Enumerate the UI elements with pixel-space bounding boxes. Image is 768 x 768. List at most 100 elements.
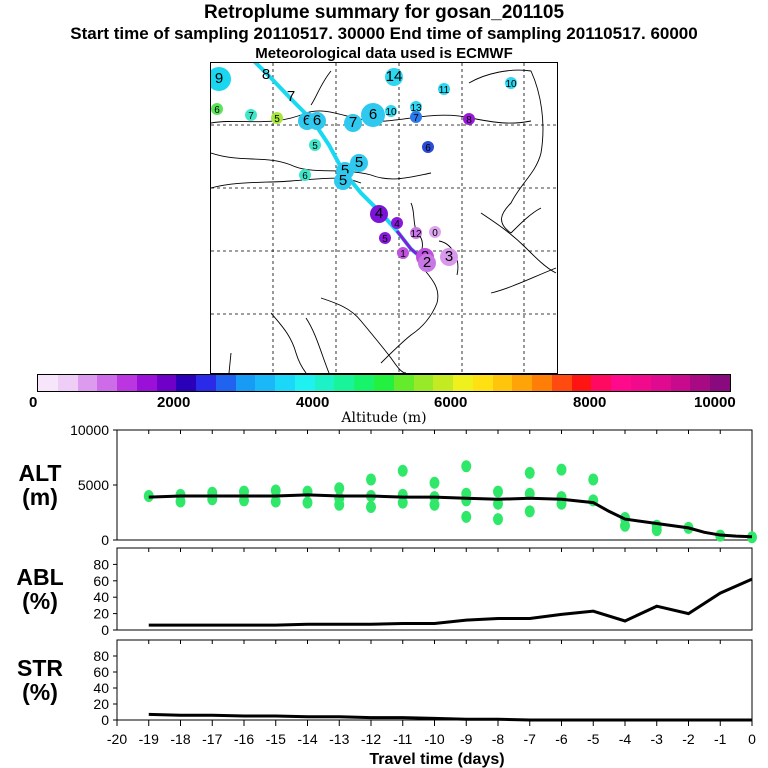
altitude-point	[175, 495, 186, 508]
panel-ylabel: ABL	[16, 564, 63, 590]
y-tick-label: 10000	[70, 422, 109, 438]
colorbar-cell	[393, 375, 414, 391]
colorbar-label: Altitude (m)	[341, 410, 427, 426]
series-line	[148, 493, 753, 539]
trajectory-marker-label: 7	[287, 88, 295, 105]
trajectory-marker-label: 13	[410, 103, 422, 114]
series-line	[148, 712, 752, 722]
chart-title: Retroplume summary for gosan_201105	[203, 2, 565, 23]
panel-frame	[116, 547, 753, 631]
trajectory-marker-label: 8	[262, 66, 270, 83]
colorbar-cell	[215, 375, 236, 391]
colorbar-cell	[532, 375, 552, 391]
colorbar-cell	[690, 375, 711, 391]
colorbar-cell	[512, 375, 533, 391]
trajectory-marker	[334, 172, 352, 190]
x-tick-label: -9	[460, 731, 473, 747]
panel-ylabel: (%)	[22, 679, 58, 705]
map-markers: 98767566761014137111085665554412051223	[211, 66, 517, 272]
y-tick-label: 20	[93, 606, 109, 622]
trajectory-marker-label: 12	[410, 229, 422, 240]
series-line	[148, 577, 753, 627]
colorbar-tick-6000: 6000	[434, 394, 468, 411]
colorbar-cell	[413, 375, 434, 391]
x-axis-label: Travel time (days)	[369, 751, 504, 768]
colorbar-cell	[472, 375, 493, 391]
colorbar-cell	[670, 375, 691, 391]
altitude-point	[302, 496, 313, 509]
colorbar-cell	[551, 375, 572, 391]
trajectory-marker-label: 7	[413, 113, 419, 124]
x-tick-label: -13	[329, 731, 349, 747]
x-tick-label: -8	[492, 731, 505, 747]
trajectory-marker-label: 6	[303, 112, 311, 129]
trajectory-marker	[429, 226, 441, 238]
colorbar-cell	[156, 375, 177, 391]
trajectory-marker	[299, 169, 311, 181]
panel-ylabel: STR	[17, 655, 63, 681]
trajectory-marker-label: 5	[341, 162, 349, 179]
altitude-point	[429, 498, 440, 511]
colorbar-cell	[255, 375, 276, 391]
x-tick-label: -16	[234, 731, 254, 747]
trajectory-marker	[309, 139, 321, 151]
trajectory-marker	[410, 111, 422, 123]
trajectory-marker-label: 1	[400, 249, 406, 260]
y-tick-label: 60	[93, 664, 109, 680]
x-tick-label: -5	[587, 731, 600, 747]
colorbar-cell	[294, 375, 315, 391]
trajectory-marker	[271, 112, 283, 124]
colorbar-cell	[630, 375, 651, 391]
x-tick-label: -1	[714, 731, 727, 747]
altitude-point	[334, 498, 345, 511]
x-tick-label: -2	[682, 731, 695, 747]
trajectory-marker-label: 8	[466, 115, 472, 126]
colorbar-tick-8000: 8000	[573, 394, 607, 411]
trajectory-marker-label: 10	[505, 79, 517, 90]
retroplume-map: 98767566761014137111085665554412051223	[210, 62, 558, 374]
map-graticule	[211, 63, 557, 373]
x-tick-label: -20	[107, 731, 127, 747]
colorbar-cell	[492, 375, 513, 391]
colorbar-cell	[710, 375, 730, 391]
panel-ylabel: (%)	[22, 588, 58, 614]
colorbar-cell	[374, 375, 394, 391]
colorbar-cell	[97, 375, 118, 391]
trajectory-marker-label: 6	[214, 105, 220, 116]
y-tick-label: 0	[101, 712, 109, 728]
altitude-point	[461, 510, 472, 523]
trajectory-marker	[422, 141, 434, 153]
trajectory-marker	[410, 101, 422, 113]
colorbar-cell	[117, 375, 137, 391]
colorbar-tick-2000: 2000	[157, 394, 191, 411]
trajectory-marker-label: 10	[385, 107, 397, 118]
y-tick-label: 40	[93, 589, 109, 605]
x-tick-label: -17	[202, 731, 222, 747]
y-tick-label: 80	[93, 648, 109, 664]
trajectory-marker-label: 9	[215, 70, 223, 87]
panel-ylabel: (m)	[22, 484, 58, 510]
y-tick-label: 20	[93, 696, 109, 712]
colorbar-tick-4000: 4000	[296, 394, 330, 411]
colorbar-cell	[176, 375, 197, 391]
panel-ylabel: ALT	[18, 460, 61, 486]
colorbar-cell	[196, 375, 216, 391]
colorbar-cell	[354, 375, 375, 391]
y-tick-label: 0	[101, 622, 109, 638]
trajectory-marker-label: 6	[313, 112, 321, 129]
colorbar-tick-10000: 10000	[694, 394, 736, 411]
altitude-colorbar	[37, 374, 731, 392]
trajectory-marker	[505, 77, 517, 89]
colorbar-cell	[57, 375, 78, 391]
altitude-point	[334, 482, 345, 495]
altitude-point	[620, 519, 630, 532]
altitude-point	[366, 501, 376, 513]
trajectory-marker	[245, 109, 257, 121]
colorbar-cell	[334, 375, 355, 391]
trajectory-marker	[344, 114, 362, 132]
colorbar-cell	[611, 375, 631, 391]
meteorology-line: Meteorological data used is ECMWF	[255, 45, 513, 62]
y-tick-label: 80	[93, 556, 109, 572]
trajectory-marker-label: 7	[248, 111, 254, 122]
trajectory-marker-label: 4	[394, 219, 400, 230]
